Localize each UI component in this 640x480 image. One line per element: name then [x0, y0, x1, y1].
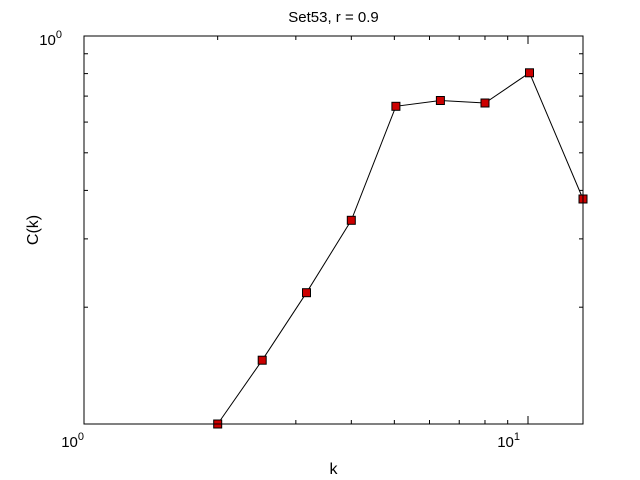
data-point [391, 101, 401, 111]
y-axis-label: C(k) [25, 215, 42, 245]
x-tick-label-2: 101 [497, 431, 520, 451]
data-point [435, 96, 445, 105]
chart-title: Set53, r = 0.9 [288, 9, 378, 26]
data-point [257, 355, 267, 365]
x-axis-label: k [330, 461, 339, 478]
y-tick-label-1: 100 [39, 29, 62, 49]
data-point [302, 288, 311, 298]
plot-area [84, 36, 583, 424]
data-point [480, 98, 490, 108]
plot-frame [83, 35, 584, 425]
data-point [346, 215, 356, 225]
x-tick-label-1: 100 [61, 431, 84, 451]
data-point [525, 68, 534, 78]
